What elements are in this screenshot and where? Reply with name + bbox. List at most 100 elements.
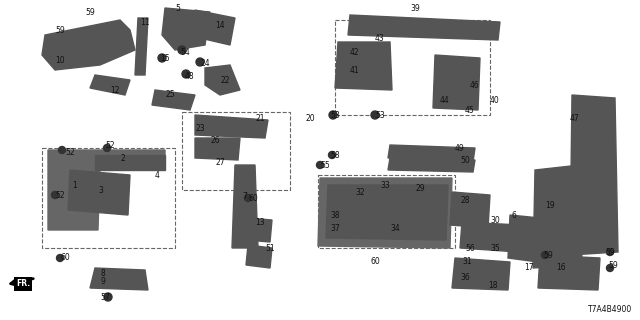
Text: 3: 3 <box>98 186 103 195</box>
Text: 49: 49 <box>455 143 465 153</box>
Polygon shape <box>195 10 235 45</box>
Text: 60: 60 <box>248 194 258 203</box>
Text: 53: 53 <box>375 110 385 119</box>
Text: 48: 48 <box>185 71 195 81</box>
Text: 4: 4 <box>155 171 160 180</box>
Text: 36: 36 <box>460 274 470 283</box>
Text: 23: 23 <box>195 124 205 132</box>
Polygon shape <box>388 158 475 172</box>
Circle shape <box>541 252 548 259</box>
Polygon shape <box>42 20 135 70</box>
Text: 26: 26 <box>210 135 220 145</box>
Text: 58: 58 <box>330 150 340 159</box>
Circle shape <box>371 111 379 119</box>
Text: 16: 16 <box>556 263 566 273</box>
Text: 51: 51 <box>265 244 275 252</box>
Circle shape <box>196 58 204 66</box>
Polygon shape <box>388 145 475 162</box>
Text: 12: 12 <box>110 85 120 94</box>
Text: 24: 24 <box>200 59 210 68</box>
Polygon shape <box>318 178 452 248</box>
Circle shape <box>244 195 252 202</box>
Polygon shape <box>135 18 148 75</box>
Polygon shape <box>326 185 448 240</box>
Text: 50: 50 <box>460 156 470 164</box>
Polygon shape <box>508 215 540 262</box>
Text: 56: 56 <box>465 244 475 252</box>
Text: 52: 52 <box>65 148 75 156</box>
Polygon shape <box>195 138 240 160</box>
Polygon shape <box>433 55 480 110</box>
Polygon shape <box>48 150 165 230</box>
Polygon shape <box>90 75 130 95</box>
Text: 11: 11 <box>140 18 150 27</box>
Text: 55: 55 <box>320 161 330 170</box>
Polygon shape <box>450 192 490 228</box>
Text: 15: 15 <box>160 53 170 62</box>
Polygon shape <box>335 42 392 90</box>
Circle shape <box>607 265 614 271</box>
Text: 10: 10 <box>55 55 65 65</box>
Polygon shape <box>348 15 500 40</box>
Text: 57: 57 <box>100 292 109 301</box>
Text: 27: 27 <box>215 157 225 166</box>
Polygon shape <box>90 268 148 290</box>
Circle shape <box>56 254 63 261</box>
Text: 21: 21 <box>255 114 264 123</box>
Polygon shape <box>460 222 520 252</box>
Polygon shape <box>68 170 130 215</box>
Text: 2: 2 <box>120 154 125 163</box>
Text: 14: 14 <box>215 20 225 29</box>
Circle shape <box>607 249 614 255</box>
Text: 13: 13 <box>255 218 264 227</box>
Text: 20: 20 <box>305 114 315 123</box>
Polygon shape <box>246 218 272 242</box>
Text: 33: 33 <box>380 180 390 189</box>
Polygon shape <box>538 255 600 290</box>
Polygon shape <box>205 65 240 95</box>
Text: 17: 17 <box>524 263 534 273</box>
Text: 9: 9 <box>100 277 105 286</box>
Circle shape <box>58 147 65 154</box>
Text: 7: 7 <box>242 191 247 201</box>
Circle shape <box>104 145 111 151</box>
Text: T7A4B4900: T7A4B4900 <box>588 305 632 314</box>
Polygon shape <box>152 90 195 110</box>
Text: 59: 59 <box>85 7 95 17</box>
Text: 6: 6 <box>512 211 517 220</box>
Text: 19: 19 <box>545 201 555 210</box>
Circle shape <box>329 111 337 119</box>
Circle shape <box>104 293 112 301</box>
Polygon shape <box>570 95 618 255</box>
Text: 52: 52 <box>105 140 115 149</box>
Polygon shape <box>162 8 210 50</box>
Text: 39: 39 <box>410 4 420 12</box>
Text: 53: 53 <box>330 110 340 119</box>
Circle shape <box>158 54 166 62</box>
Polygon shape <box>95 155 165 170</box>
Text: 30: 30 <box>490 215 500 225</box>
Text: 54: 54 <box>180 47 189 57</box>
Text: 40: 40 <box>490 95 500 105</box>
Text: 59: 59 <box>55 26 65 35</box>
Text: 29: 29 <box>415 183 424 193</box>
Text: 5: 5 <box>175 4 180 12</box>
Text: 22: 22 <box>220 76 230 84</box>
Text: 31: 31 <box>462 258 472 267</box>
Circle shape <box>317 162 323 169</box>
Bar <box>182 112 290 190</box>
Text: 60: 60 <box>60 253 70 262</box>
Text: 52: 52 <box>55 190 65 199</box>
Text: 46: 46 <box>470 81 480 90</box>
Text: 1: 1 <box>72 180 77 189</box>
Text: 47: 47 <box>570 114 580 123</box>
Text: 8: 8 <box>100 268 105 277</box>
Circle shape <box>328 151 335 158</box>
Text: 34: 34 <box>390 223 400 233</box>
Bar <box>318 175 455 248</box>
Text: 38: 38 <box>330 211 340 220</box>
Text: FR.: FR. <box>16 279 30 289</box>
Circle shape <box>178 46 186 54</box>
Circle shape <box>182 70 190 78</box>
Polygon shape <box>533 165 582 268</box>
